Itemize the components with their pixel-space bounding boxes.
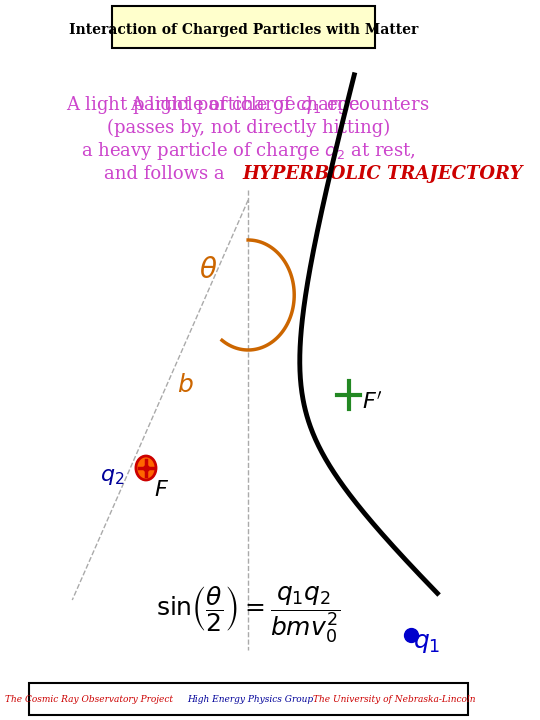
Text: $\sin\!\left(\dfrac{\theta}{2}\right) = \dfrac{q_1 q_2}{b m v_0^2}$: $\sin\!\left(\dfrac{\theta}{2}\right) = …	[156, 585, 340, 645]
Text: $b$: $b$	[177, 373, 194, 397]
Text: The University of Nebraska-Lincoln: The University of Nebraska-Lincoln	[314, 695, 476, 703]
Text: $q_2$: $q_2$	[100, 465, 125, 487]
FancyBboxPatch shape	[112, 6, 375, 48]
Text: The Cosmic Ray Observatory Project: The Cosmic Ray Observatory Project	[5, 695, 173, 703]
Circle shape	[136, 456, 156, 480]
Text: a heavy particle of charge $q_2$ at rest,: a heavy particle of charge $q_2$ at rest…	[81, 140, 415, 162]
Text: A light particle of charge: A light particle of charge	[131, 96, 366, 114]
Text: and follows a: and follows a	[104, 165, 231, 183]
Text: HYPERBOLIC TRAJECTORY: HYPERBOLIC TRAJECTORY	[242, 165, 523, 183]
Text: High Energy Physics Group: High Energy Physics Group	[187, 695, 313, 703]
Text: $F'$: $F'$	[362, 392, 382, 414]
Text: Interaction of Charged Particles with Matter: Interaction of Charged Particles with Ma…	[69, 23, 418, 37]
FancyBboxPatch shape	[29, 683, 468, 715]
Text: $\theta$: $\theta$	[199, 256, 217, 284]
Text: (passes by, not directly hitting): (passes by, not directly hitting)	[106, 119, 390, 137]
Text: $F$: $F$	[153, 479, 168, 501]
Text: A light particle of charge $q_1$ encounters: A light particle of charge $q_1$ encount…	[66, 94, 430, 116]
Text: $q_1$: $q_1$	[413, 631, 440, 655]
